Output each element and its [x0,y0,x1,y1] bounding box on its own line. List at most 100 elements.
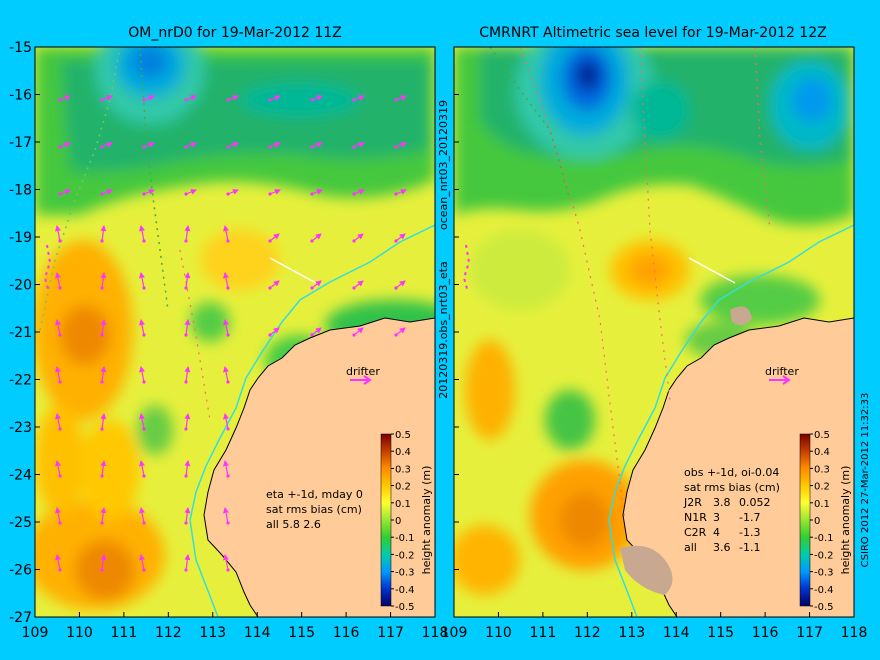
bias-sat-name: C2R [684,526,707,539]
x-tick-label: 114 [663,625,690,641]
right-panel: CMRNRT Altimetric sea level for 19-Mar-2… [441,25,868,641]
current-vector-origin [58,380,62,384]
bias-rms-value: 3.8 [713,496,731,509]
y-tick-label: -27 [9,610,32,626]
colorbar-tick-label: 0.4 [814,447,830,458]
right-colorbar-ticks: 0.5 0.4 0.3 0.2 0.1 0 -0.1 -0.2 -0.3 -0.4 -0.5 [810,430,834,613]
colorbar-tick-label: -0.3 [395,568,415,579]
current-vector-origin [310,192,314,196]
current-vector [55,413,61,430]
y-tick-label: -21 [9,325,32,341]
x-tick-label: 110 [66,625,93,641]
colorbar-tick-label: 0.5 [395,430,411,441]
x-tick-label: 112 [155,625,182,641]
y-tick-label: -22 [9,373,32,389]
current-vector [100,460,107,477]
current-vector [311,327,322,336]
current-vector [353,233,364,242]
current-vector [101,189,113,195]
right-colorbar-label: height anomaly (m) [839,466,852,575]
current-vector-origin [58,521,62,525]
current-vector [55,460,61,477]
left-stats-annotation: eta +-1d, mday 0 sat rms bias (cm) all 5… [266,488,363,531]
current-vector [139,460,145,477]
current-vector [227,189,239,195]
current-vector [100,366,107,383]
current-vector-origin [268,192,272,196]
current-vector-origin [394,286,398,290]
colorbar-tick-label: -0.1 [395,533,415,544]
left-coastline [203,317,435,617]
x-tick-label: 111 [111,625,138,641]
colorbar-tick-label: -0.2 [395,550,415,561]
current-vector-origin [100,521,104,525]
x-tick-label: 113 [199,625,226,641]
current-vector [139,319,145,336]
left-annotation-line-3: all 5.8 2.6 [266,518,321,531]
colorbar-tick-label: 0.1 [814,499,830,510]
current-vector [269,142,281,148]
colorbar-tick-label: 0.5 [814,430,830,441]
current-vector [311,233,322,242]
current-vector-origin [100,98,104,102]
current-vector-origin [268,333,272,337]
current-vector [269,95,281,101]
x-tick-label: 109 [22,625,49,641]
colorbar-tick-label: 0.3 [814,464,830,475]
right-map-field [454,47,854,617]
left-axes: 109 110 111 112 113 114 115 116 117 118 -15 -16 -17 -… [9,40,448,641]
colorbar-tick-label: 0.4 [395,447,411,458]
colorbar-tick-label: 0.2 [814,482,830,493]
x-tick-label: 118 [841,625,868,641]
current-vector-origin [58,192,62,196]
left-drifter-arrow-icon [350,375,372,385]
current-vector [353,327,364,336]
current-vector-origin [352,192,356,196]
current-vector-origin [394,98,398,102]
current-vector [184,225,191,242]
left-panel: OM_nrD0 for 19-Mar-2012 11Z [9,25,448,641]
current-vector-origin [100,192,104,196]
x-tick-label: 115 [288,625,315,641]
current-vector-origin [226,98,230,102]
left-map-field [35,47,435,617]
current-vector [100,507,107,524]
current-vector-origin [226,333,230,337]
colorbar-tick-label: 0.1 [395,499,411,510]
current-vector [100,554,107,571]
current-vector [395,189,407,195]
current-vector [311,189,323,195]
current-vector [353,189,365,195]
current-vector [185,95,197,101]
current-vector [269,280,280,289]
current-vector [311,142,323,148]
y-tick-label: -18 [9,183,32,199]
current-vector [223,413,229,430]
current-vector [143,142,155,148]
current-vector-origin [226,474,230,478]
current-vector-origin [352,239,356,243]
colorbar-tick-label: 0 [814,516,820,527]
current-vector-origin [100,380,104,384]
current-vector [227,142,239,148]
colorbar-tick-label: -0.4 [814,585,834,596]
current-vector-origin [142,192,146,196]
right-contour-200m [608,224,854,617]
left-colorbar-ticks: 0.5 0.4 0.3 0.2 0.1 0 -0.1 -0.2 -0.3 -0.4 -0.5 [391,430,415,613]
current-vector [353,95,365,101]
current-vector [55,225,61,242]
current-vector-origin [394,145,398,149]
bias-sat-name: all [684,541,697,554]
right-drifter-label: drifter [765,365,799,378]
current-vector-origin [352,98,356,102]
colorbar-tick-label: 0.3 [395,464,411,475]
x-tick-label: 111 [530,625,557,641]
current-vector-origin [58,239,62,243]
y-tick-label: -26 [9,563,32,579]
x-tick-label: 117 [796,625,823,641]
bias-bias-value: -1.1 [739,541,760,554]
x-tick-label: 113 [618,625,645,641]
y-tick-label: -24 [9,468,32,484]
current-vector [143,189,155,195]
current-vector-origin [226,380,230,384]
